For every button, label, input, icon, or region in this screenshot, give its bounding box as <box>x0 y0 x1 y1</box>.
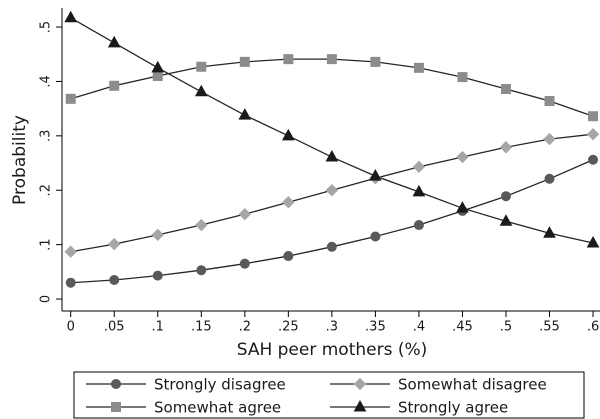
y-tick-label: .3 <box>39 130 54 142</box>
x-tick-label: 0 <box>67 320 75 335</box>
marker <box>239 258 250 269</box>
x-tick-label: .3 <box>326 320 338 335</box>
legend-marker <box>111 402 121 412</box>
x-tick-label: .1 <box>152 320 164 335</box>
marker <box>195 218 208 232</box>
marker <box>456 201 469 213</box>
x-tick-label: .35 <box>365 320 386 335</box>
series-line <box>70 159 594 284</box>
marker <box>500 84 511 95</box>
x-tick-label: .15 <box>191 320 212 335</box>
legend-marker <box>353 377 367 391</box>
marker <box>65 93 76 104</box>
series-line <box>70 58 594 117</box>
marker <box>65 277 76 288</box>
marker <box>586 127 600 141</box>
marker <box>370 56 381 67</box>
marker <box>413 220 424 231</box>
marker <box>283 251 294 262</box>
marker <box>325 184 339 197</box>
marker <box>588 154 599 165</box>
marker <box>499 141 513 154</box>
y-tick-label: .5 <box>39 21 54 33</box>
marker <box>239 56 250 67</box>
marker <box>544 96 555 107</box>
marker <box>238 108 252 120</box>
x-tick-label: .55 <box>539 320 560 335</box>
marker <box>108 237 121 251</box>
marker <box>109 80 120 91</box>
marker <box>588 111 599 122</box>
marker <box>586 235 600 248</box>
marker <box>64 245 77 258</box>
marker <box>326 241 337 252</box>
marker <box>64 10 78 23</box>
y-tick-label: 0 <box>39 295 54 303</box>
marker <box>499 214 513 226</box>
x-axis-title: SAH peer mothers (%) <box>237 340 428 360</box>
y-axis-title: Probability <box>10 115 30 205</box>
marker <box>413 62 424 73</box>
marker <box>194 84 208 97</box>
marker <box>151 60 165 73</box>
legend-marker <box>353 399 367 412</box>
marker <box>412 160 426 174</box>
marker <box>544 173 555 184</box>
marker <box>196 265 207 276</box>
marker <box>543 132 556 146</box>
x-tick-label: .6 <box>587 320 599 335</box>
marker <box>282 195 295 209</box>
marker <box>281 128 295 141</box>
legend-label: Somewhat agree <box>154 399 281 417</box>
y-tick-label: .4 <box>39 75 54 87</box>
x-tick-label: .2 <box>239 320 251 335</box>
marker <box>109 274 120 285</box>
marker <box>412 184 426 197</box>
marker <box>500 191 511 202</box>
x-tick-label: .5 <box>500 320 512 335</box>
x-tick-label: .05 <box>104 320 125 335</box>
legend-label: Strongly agree <box>398 399 508 417</box>
marker <box>370 231 381 242</box>
x-tick-label: .45 <box>452 320 473 335</box>
marker <box>325 150 339 162</box>
marker <box>457 72 468 83</box>
x-tick-label: .25 <box>278 320 299 335</box>
legend-label: Somewhat disagree <box>398 376 547 394</box>
marker <box>152 70 163 81</box>
legend-label: Strongly disagree <box>154 376 286 394</box>
marker <box>369 169 382 181</box>
legend-marker <box>111 379 121 389</box>
marker <box>283 54 294 65</box>
x-tick-label: .4 <box>413 320 425 335</box>
marker <box>456 150 469 164</box>
y-tick-label: .2 <box>39 184 54 196</box>
y-tick-label: .1 <box>39 238 54 250</box>
marker <box>107 35 121 48</box>
marker <box>326 54 337 65</box>
marker <box>151 228 164 242</box>
marker <box>152 270 163 281</box>
marker <box>238 207 252 221</box>
marker <box>543 226 556 238</box>
series-line <box>70 17 594 244</box>
marker <box>196 61 207 72</box>
legend-box <box>73 371 585 419</box>
